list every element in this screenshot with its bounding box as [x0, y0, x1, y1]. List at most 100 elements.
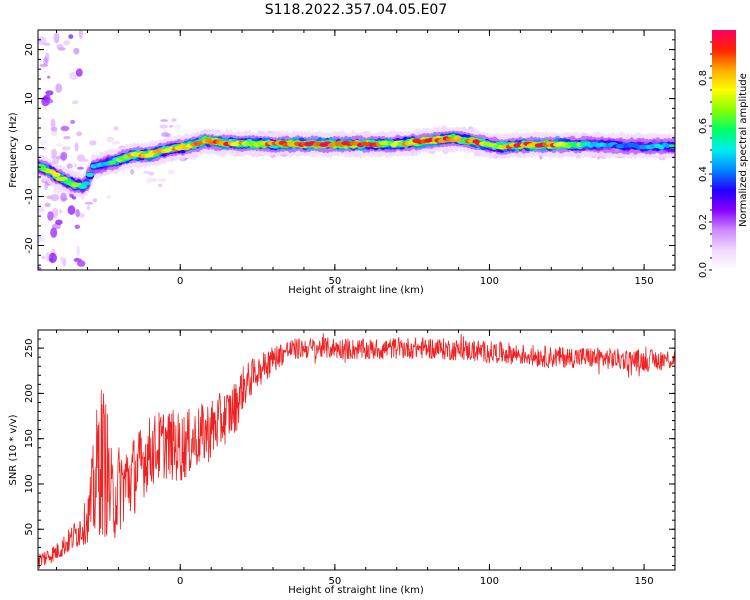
spectrogram-noise-blob — [76, 131, 82, 137]
spectrogram-noise-blob — [38, 36, 47, 46]
spectrogram-y-axis-label: Frequency (Hz) — [8, 112, 19, 188]
spectrogram-speckle — [61, 146, 71, 151]
colorbar-tick-label: 0.2 — [698, 214, 709, 230]
spectrogram-ridge-cell — [85, 172, 94, 177]
spectrogram-ridge-cell — [77, 184, 88, 189]
spectrogram-noise-blob — [44, 202, 51, 208]
spectrogram-speckle — [159, 124, 168, 129]
spectrogram-speckle — [160, 119, 169, 122]
spectrogram-noise-blob — [44, 182, 48, 191]
spectrogram-speckle — [158, 183, 163, 188]
spectrogram-speckle — [111, 141, 121, 145]
spectrogram-noise-blob — [74, 224, 81, 229]
snr-series-line — [38, 333, 675, 569]
x-tick-label: 50 — [328, 576, 341, 587]
y-tick-label: 20 — [24, 43, 35, 56]
spectrogram-speckle — [113, 126, 119, 131]
spectrogram-noise-blob — [74, 142, 79, 152]
spectrogram-noise-blob — [68, 34, 74, 39]
spectrogram-noise-blob — [76, 245, 80, 257]
spectrogram-speckle — [106, 195, 111, 199]
spectrogram-noise-blob — [60, 151, 68, 161]
spectrogram-speckle — [148, 171, 155, 176]
spectrogram-noise-blob — [73, 258, 82, 263]
spectrogram-noise-blob — [50, 131, 58, 136]
spectrogram-speckle — [92, 198, 97, 203]
spectrogram-noise-blob — [45, 90, 54, 96]
spectrogram-noise-blob — [38, 266, 42, 270]
spectrogram-speckle — [84, 201, 94, 205]
y-tick-label: -20 — [24, 237, 35, 253]
spectrogram-noise-blob — [63, 136, 71, 140]
spectrogram-noise-blob — [38, 206, 45, 213]
spectrogram-noise-blob — [50, 194, 60, 202]
spectrogram-noise-blob — [75, 68, 83, 77]
snr-panel: 0 50 100 150 50 100 150 200 250 Height of strai… — [8, 329, 676, 596]
spectrogram-noise-blob — [41, 255, 46, 260]
spectrogram-noise-blob — [77, 166, 84, 170]
spectrogram-noise-blob — [55, 219, 63, 225]
figure-title: S118.2022.357.04.05.E07 — [265, 2, 448, 18]
spectrogram-x-axis-label: Height of straight line (km) — [288, 285, 424, 296]
spectrogram-noise-blob — [47, 211, 54, 221]
spectrogram-noise-blob — [78, 30, 83, 40]
spectrogram-noise-blob — [55, 83, 63, 93]
spectrogram-speckle — [168, 125, 174, 128]
colorbar-ticks: 0.0 0.2 0.4 0.6 0.8 — [698, 41, 712, 278]
spectrogram-noise-blob — [50, 118, 56, 129]
spectrogram-ridge-cell — [81, 181, 91, 186]
spectrogram-speckle — [146, 177, 151, 184]
snr-y-ticks: 50 100 150 200 250 — [24, 329, 675, 566]
spectrogram-speckle — [157, 178, 167, 182]
spectrogram-noise-blob — [60, 125, 70, 132]
x-tick-label: 0 — [177, 576, 183, 587]
snr-x-axis-label: Height of straight line (km) — [288, 585, 424, 596]
spectrogram-noise-blob — [53, 32, 60, 44]
spectrogram-speckle — [161, 132, 169, 137]
colorbar-tick-label: 0.8 — [698, 70, 709, 86]
spectrogram-noise-blob — [69, 71, 79, 80]
spectrogram-noise-blob — [71, 100, 79, 105]
spectrogram-noise-blob — [75, 209, 80, 218]
spectrogram-noise-blob — [43, 42, 51, 46]
colorbar-label: Normalized spectral amplitude — [738, 73, 749, 227]
spectrogram-noise-blob — [72, 196, 77, 200]
spectrogram-speckle — [39, 139, 48, 146]
spectrogram-speckle — [55, 143, 63, 147]
colorbar-strip — [712, 30, 736, 270]
spectrogram-noise-blob — [73, 47, 80, 55]
snr-background — [38, 330, 675, 570]
spectrogram-axes-frame — [37, 29, 676, 271]
spectrogram-speckle — [89, 140, 97, 146]
spectrogram-ridge-cell — [52, 172, 61, 177]
spectrogram-noise-blob — [63, 40, 70, 46]
colorbar: 0.0 0.2 0.4 0.6 0.8 Normalized spectral ampl… — [698, 30, 749, 278]
spectrogram-noise-blob — [46, 251, 50, 262]
spectrogram-speckle — [78, 212, 85, 218]
spectrogram-noise-blob — [70, 119, 76, 124]
snr-x-ticks: 0 50 100 150 — [56, 330, 676, 587]
spectrogram-speckle — [66, 163, 73, 169]
y-tick-label: 0 — [24, 144, 35, 150]
spectrogram-speckle — [167, 169, 175, 175]
y-tick-label: 200 — [24, 384, 35, 403]
snr-axes-frame — [37, 329, 676, 571]
spectrogram-speckle — [106, 136, 115, 143]
spectrogram-noise-blob — [47, 75, 51, 79]
colorbar-tick-label: 0.6 — [698, 118, 709, 134]
spectrogram-speckle — [130, 168, 135, 175]
y-tick-label: 100 — [24, 474, 35, 493]
y-tick-label: 150 — [24, 429, 35, 448]
spectrogram-noise-blob — [43, 56, 48, 66]
y-tick-label: -10 — [24, 188, 35, 204]
spectrogram-noise-blob — [67, 205, 76, 215]
x-tick-label: 150 — [635, 276, 654, 287]
spectrogram-noise-blob — [49, 257, 54, 263]
x-tick-label: 0 — [177, 276, 183, 287]
spectrogram-y-ticks: -20 -10 0 10 20 — [24, 29, 675, 266]
x-tick-label: 100 — [480, 576, 499, 587]
spectrogram-noise-blob — [60, 256, 65, 263]
spectrogram-noise-blob — [44, 98, 54, 104]
x-tick-label: 100 — [480, 276, 499, 287]
